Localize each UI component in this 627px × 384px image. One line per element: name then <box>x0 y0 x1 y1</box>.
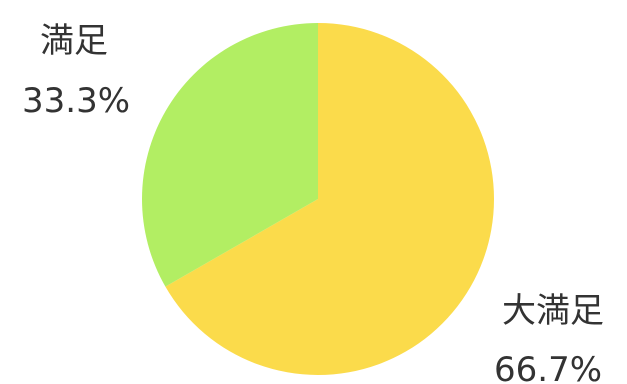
pie-slice-satisfied <box>142 23 318 287</box>
slice-label-satisfied-percent: 33.3% <box>22 81 130 121</box>
pie-slice-very-satisfied <box>165 23 495 376</box>
pie-slices <box>142 23 495 376</box>
slice-label-very-satisfied-name: 大満足 <box>502 291 604 331</box>
slice-label-satisfied-name: 満足 <box>40 21 108 61</box>
slice-label-very-satisfied-percent: 66.7% <box>494 350 602 384</box>
